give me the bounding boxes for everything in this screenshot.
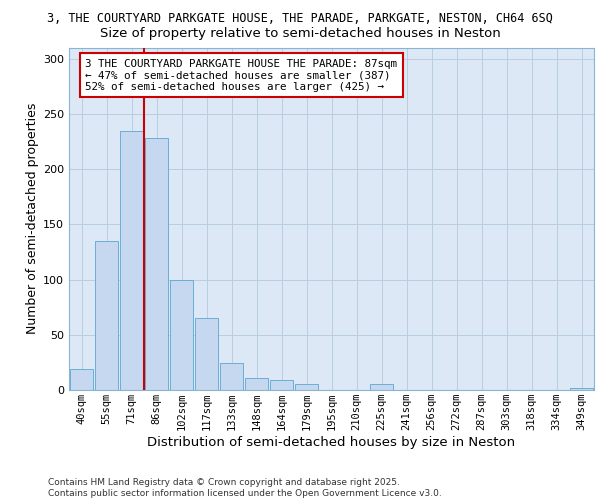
Bar — [119, 132, 143, 390]
Bar — [70, 369, 94, 390]
Bar — [269, 380, 293, 390]
Text: 3 THE COURTYARD PARKGATE HOUSE THE PARADE: 87sqm
← 47% of semi-detached houses a: 3 THE COURTYARD PARKGATE HOUSE THE PARAD… — [85, 58, 397, 92]
Bar — [569, 388, 593, 390]
Bar — [245, 378, 268, 390]
Bar — [295, 384, 319, 390]
Bar — [95, 241, 118, 390]
Text: 3, THE COURTYARD PARKGATE HOUSE, THE PARADE, PARKGATE, NESTON, CH64 6SQ: 3, THE COURTYARD PARKGATE HOUSE, THE PAR… — [47, 12, 553, 24]
Bar — [145, 138, 169, 390]
Text: Size of property relative to semi-detached houses in Neston: Size of property relative to semi-detach… — [100, 28, 500, 40]
Bar — [170, 280, 193, 390]
Bar — [370, 384, 394, 390]
Bar — [194, 318, 218, 390]
X-axis label: Distribution of semi-detached houses by size in Neston: Distribution of semi-detached houses by … — [148, 436, 515, 449]
Bar — [220, 364, 244, 390]
Text: Contains HM Land Registry data © Crown copyright and database right 2025.
Contai: Contains HM Land Registry data © Crown c… — [48, 478, 442, 498]
Y-axis label: Number of semi-detached properties: Number of semi-detached properties — [26, 103, 39, 334]
